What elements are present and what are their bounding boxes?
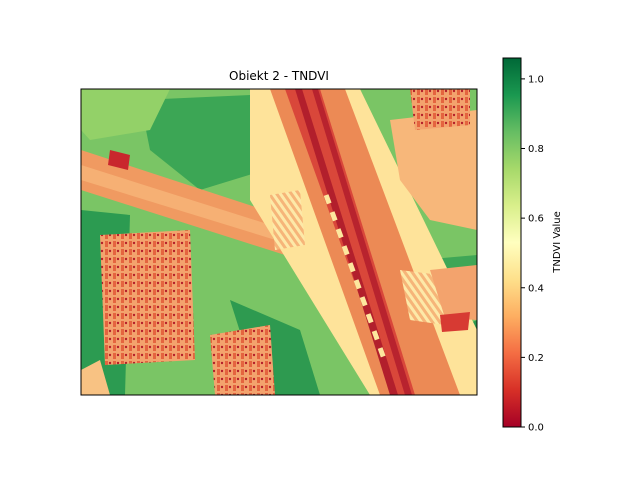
heatmap-region <box>81 360 110 395</box>
colorbar-tick-label: 1.0 <box>528 74 544 85</box>
heatmap-region <box>390 110 477 230</box>
heatmap-region <box>312 89 412 395</box>
heatmap-region <box>210 325 275 395</box>
heatmap-region <box>400 270 445 325</box>
heatmap-region <box>410 89 470 130</box>
colorbar <box>502 57 522 428</box>
heatmap-region <box>440 312 470 332</box>
heatmap-region <box>270 190 305 250</box>
heatmap-region <box>430 265 477 320</box>
heatmap-region <box>81 89 170 140</box>
colorbar-tick-label: 0.4 <box>528 283 544 294</box>
image-frame <box>80 88 478 396</box>
heatmap-region <box>81 165 282 242</box>
colorbar-label: TNDVI Value <box>552 211 563 274</box>
colorbar-tick-label: 0.0 <box>528 423 544 434</box>
colorbar-tick-label: 0.6 <box>528 214 544 225</box>
heatmap-region <box>140 95 265 190</box>
heatmap-region <box>108 150 130 170</box>
heatmap-region <box>100 230 195 365</box>
heatmap-region <box>323 194 386 358</box>
tndvi-heatmap <box>81 89 477 395</box>
colorbar-tick-label: 0.8 <box>528 144 544 155</box>
colorbar-ticks: 0.0 0.2 0.4 0.6 0.8 1.0 <box>521 74 544 434</box>
chart-title: Obiekt 2 - TNDVI <box>229 69 329 83</box>
colorbar-tick-label: 0.2 <box>528 353 544 364</box>
